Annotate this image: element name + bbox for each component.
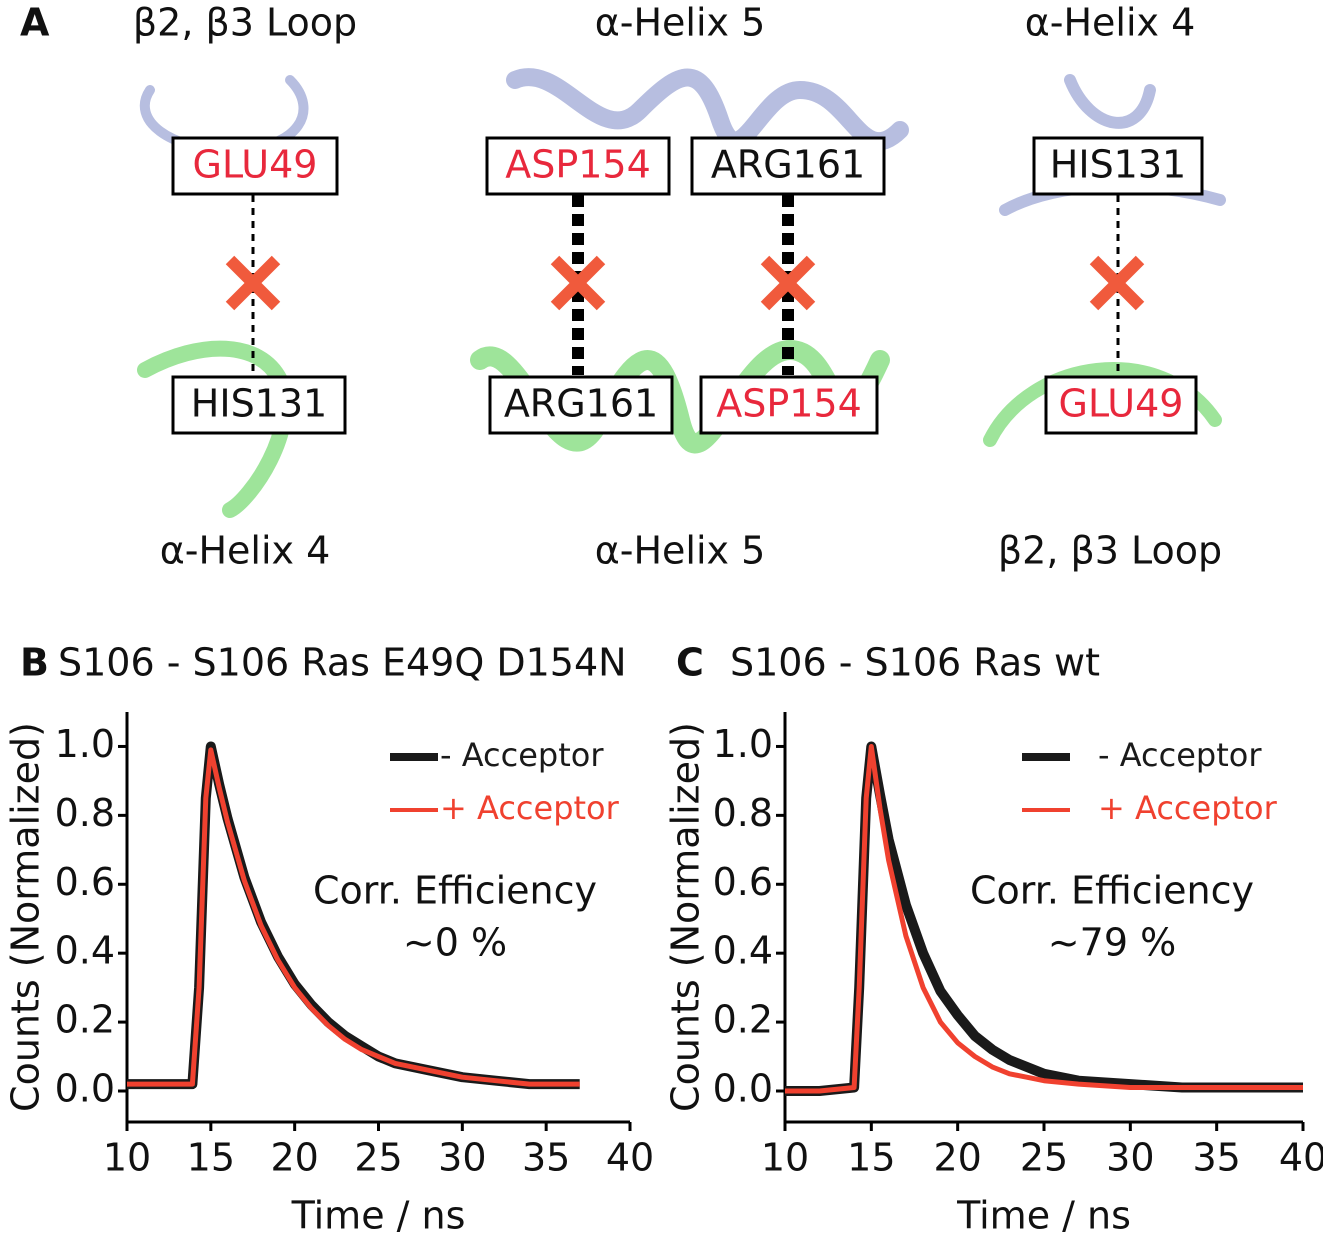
bottom-label: α-Helix 4 [160,529,331,573]
residue-box [171,375,347,435]
residue: ARG161 [711,143,865,187]
y-tick-label: 0.2 [55,998,115,1042]
data-line [785,744,1303,1094]
bottom-label: α-Helix 5 [595,529,766,573]
x-tick-label: 30 [438,1136,486,1180]
x-axis-label: Time / ns [291,1194,466,1238]
top-label: α-Helix 4 [1025,1,1196,45]
annotation: ~79 % [1048,921,1176,965]
residue-box [1032,136,1204,196]
top-label: β2, β3 Loop [133,1,357,45]
x-tick-label: 20 [270,1136,318,1180]
x-tick-label: 15 [847,1136,895,1180]
residue: HIS131 [1050,143,1186,187]
y-tick-label: 0.0 [55,1066,115,1110]
residue: GLU49 [1059,382,1184,426]
y-tick-label: 0.2 [713,998,773,1042]
x-tick-label: 40 [606,1136,654,1180]
legend-label: + Acceptor [440,789,620,827]
residue: ARG161 [504,382,658,426]
y-axis-label: Counts (Normalized) [664,722,708,1112]
residue-box [690,136,886,196]
x-tick-label: 40 [1279,1136,1323,1180]
x-tick-label: 15 [187,1136,235,1180]
annotation: Corr. Efficiency [970,869,1254,913]
residue: GLU49 [193,143,318,187]
residue: HIS131 [191,382,327,426]
y-tick-label: 1.0 [55,722,115,766]
x-tick-label: 35 [522,1136,570,1180]
y-tick-label: 0.4 [713,929,773,973]
annotation: Corr. Efficiency [313,869,597,913]
y-axis-label: Counts (Normalized) [4,722,48,1112]
bottom-label: β2, β3 Loop [998,529,1222,573]
chart-title: S106 - S106 Ras wt [730,641,1100,685]
data-line [127,747,580,1087]
panel-label: A [20,1,50,45]
legend-label: - Acceptor [440,736,604,774]
y-tick-label: 1.0 [713,722,773,766]
x-tick-label: 20 [933,1136,981,1180]
y-tick-label: 0.0 [713,1066,773,1110]
panel-a: A β2, β3 Loop α-Helix 5 α-Helix 4 α-Heli… [20,1,1226,573]
x-tick-label: 30 [1106,1136,1154,1180]
residue-box [488,375,674,435]
y-tick-label: 0.8 [713,791,773,835]
x-tick-label: 10 [103,1136,151,1180]
residue-box [485,136,671,196]
panel-label: C [676,641,704,685]
x-axis-label: Time / ns [956,1194,1131,1238]
x-tick-label: 25 [354,1136,402,1180]
x-marks [225,255,1145,311]
x-tick-label: 35 [1192,1136,1240,1180]
annotation: ~0 % [403,921,507,965]
legend-label: + Acceptor [1098,789,1278,827]
residue: ASP154 [505,143,651,187]
chart-title: S106 - S106 Ras E49Q D154N [58,641,627,685]
panel-label: B [20,641,49,685]
y-tick-label: 0.6 [713,860,773,904]
y-tick-label: 0.6 [55,860,115,904]
residue-box [1044,375,1198,435]
x-tick-label: 10 [761,1136,809,1180]
residue-box [171,136,339,196]
residue: ASP154 [716,382,862,426]
top-label: α-Helix 5 [595,1,766,45]
y-tick-label: 0.8 [55,791,115,835]
residue-box [699,375,879,435]
y-tick-label: 0.4 [55,929,115,973]
legend-label: - Acceptor [1098,736,1262,774]
links [251,195,1120,375]
x-tick-label: 25 [1020,1136,1068,1180]
